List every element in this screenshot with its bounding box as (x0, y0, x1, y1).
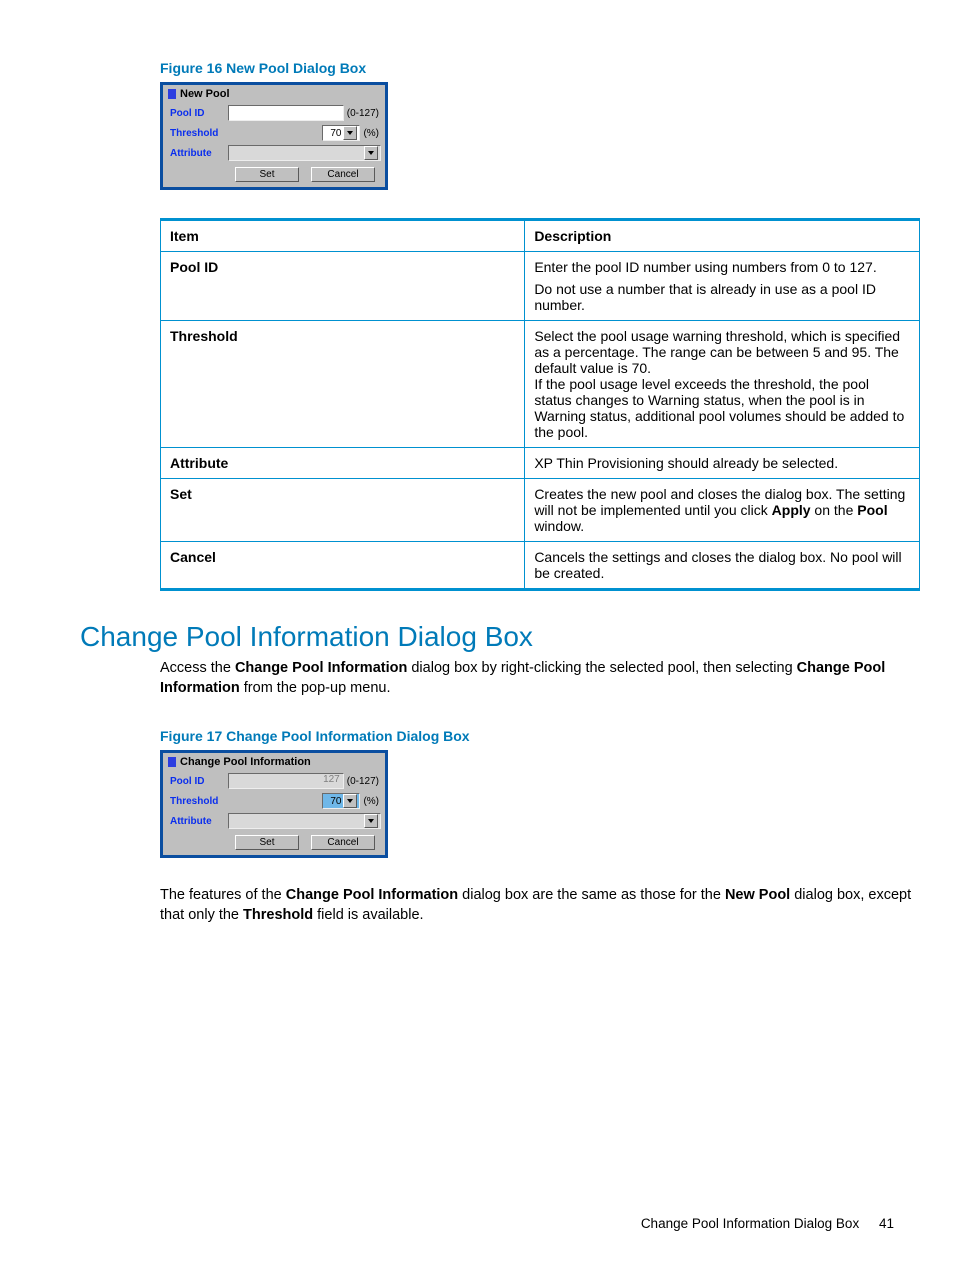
cell-item: Set (161, 479, 525, 542)
col-description: Description (525, 220, 920, 252)
chevron-down-icon (364, 814, 378, 828)
select-threshold[interactable]: 70 (322, 125, 360, 141)
dialog-titlebar: New Pool (163, 85, 385, 103)
cell-description: XP Thin Provisioning should already be s… (525, 448, 920, 479)
suffix-pool-id: (0-127) (347, 776, 381, 787)
select-attribute[interactable] (228, 145, 381, 161)
select-threshold[interactable]: 70 (322, 793, 360, 809)
chevron-down-icon[interactable] (364, 146, 378, 160)
cell-item: Cancel (161, 542, 525, 590)
cell-item: Attribute (161, 448, 525, 479)
cancel-button[interactable]: Cancel (311, 835, 375, 850)
label-attribute: Attribute (167, 148, 228, 159)
row-pool-id: Pool ID (0-127) (163, 103, 385, 123)
description-table: Item Description Pool IDEnter the pool I… (160, 218, 920, 591)
footer-text: Change Pool Information Dialog Box (641, 1216, 859, 1231)
select-threshold-value: 70 (330, 128, 341, 139)
cell-item: Pool ID (161, 252, 525, 321)
dialog-title: Change Pool Information (180, 756, 311, 768)
figure17-caption: Figure 17 Change Pool Information Dialog… (160, 728, 894, 744)
change-pool-dialog: Change Pool Information Pool ID 127 (0-1… (160, 750, 388, 858)
chevron-down-icon[interactable] (343, 794, 357, 808)
cell-description: Cancels the settings and closes the dial… (525, 542, 920, 590)
suffix-pool-id: (0-127) (347, 108, 381, 119)
label-pool-id: Pool ID (167, 108, 228, 119)
cell-description: Enter the pool ID number using numbers f… (525, 252, 920, 321)
cell-description: Creates the new pool and closes the dial… (525, 479, 920, 542)
dialog-title: New Pool (180, 88, 230, 100)
chevron-down-icon[interactable] (343, 126, 357, 140)
dialog-button-row: Set Cancel (163, 831, 385, 855)
set-button[interactable]: Set (235, 835, 299, 850)
select-threshold-value: 70 (330, 796, 341, 807)
suffix-threshold: (%) (363, 796, 381, 807)
table-row: SetCreates the new pool and closes the d… (161, 479, 920, 542)
new-pool-dialog: New Pool Pool ID (0-127) Threshold 70 (%… (160, 82, 388, 190)
row-pool-id: Pool ID 127 (0-127) (163, 771, 385, 791)
set-button[interactable]: Set (235, 167, 299, 182)
footer-page-number: 41 (879, 1216, 894, 1231)
section-heading: Change Pool Information Dialog Box (80, 621, 894, 653)
row-threshold: Threshold 70 (%) (163, 123, 385, 143)
row-attribute: Attribute (163, 143, 385, 163)
cell-description: Select the pool usage warning threshold,… (525, 321, 920, 448)
dialog-button-row: Set Cancel (163, 163, 385, 187)
dialog-titlebar: Change Pool Information (163, 753, 385, 771)
input-pool-id[interactable] (228, 105, 344, 121)
section-intro: Access the Change Pool Information dialo… (160, 659, 920, 698)
table-row: CancelCancels the settings and closes th… (161, 542, 920, 590)
select-attribute-disabled (228, 813, 381, 829)
label-threshold: Threshold (167, 128, 228, 139)
label-pool-id: Pool ID (167, 776, 228, 787)
titlebar-icon (168, 89, 176, 99)
titlebar-icon (168, 757, 176, 767)
label-threshold: Threshold (167, 796, 228, 807)
page-footer: Change Pool Information Dialog Box 41 (641, 1216, 894, 1231)
col-item: Item (161, 220, 525, 252)
input-pool-id-disabled: 127 (228, 773, 344, 789)
row-attribute: Attribute (163, 811, 385, 831)
figure16-caption: Figure 16 New Pool Dialog Box (160, 60, 894, 76)
cancel-button[interactable]: Cancel (311, 167, 375, 182)
cell-item: Threshold (161, 321, 525, 448)
table-row: ThresholdSelect the pool usage warning t… (161, 321, 920, 448)
figure17-note: The features of the Change Pool Informat… (160, 886, 920, 925)
table-row: AttributeXP Thin Provisioning should alr… (161, 448, 920, 479)
row-threshold: Threshold 70 (%) (163, 791, 385, 811)
suffix-threshold: (%) (363, 128, 381, 139)
label-attribute: Attribute (167, 816, 228, 827)
table-row: Pool IDEnter the pool ID number using nu… (161, 252, 920, 321)
